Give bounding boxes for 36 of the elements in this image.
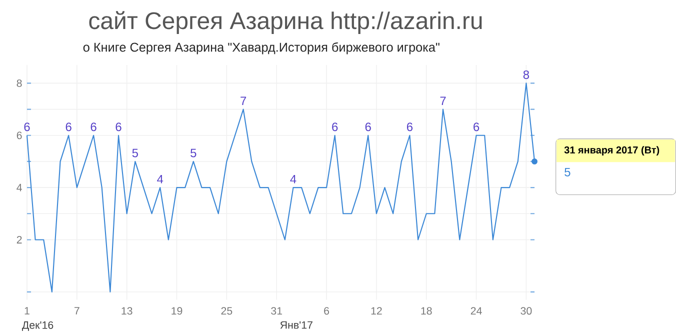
y-tick-label: 2 [16, 236, 22, 244]
x-tick-label: 31 [271, 307, 282, 315]
x-tick-label: 25 [221, 307, 232, 315]
data-label: 7 [440, 96, 446, 106]
text: 31 января 2017 (Вт) [564, 146, 660, 156]
y-tick-label: 6 [16, 132, 22, 140]
data-label: 6 [116, 122, 122, 132]
chart-title: сайт Сергея Азарина http://azarin.ru [89, 11, 482, 34]
x-tick-label: 24 [470, 307, 482, 315]
data-label: 7 [240, 96, 246, 106]
data-label: 6 [24, 122, 30, 132]
data-label: 6 [90, 122, 96, 132]
x-tick-label: 1 [24, 307, 30, 315]
text: Дек'16 [22, 321, 54, 332]
x-tick-label: 13 [122, 307, 132, 315]
chart-subtitle: о Книге Сергея Азарина "Хавард.История биржевого игрока" [83, 42, 440, 54]
data-label: 4 [290, 175, 296, 184]
x-tick-label: 30 [520, 307, 532, 315]
data-label: 6 [332, 122, 338, 132]
data-label: 6 [66, 122, 72, 132]
x-tick-label: 18 [421, 307, 432, 315]
y-tick-label: 4 [16, 184, 22, 192]
y-tick-label: 8 [16, 80, 22, 88]
data-label: 5 [132, 148, 138, 158]
x-tick-label: 6 [324, 307, 330, 315]
text: 5 [564, 168, 570, 176]
data-label: 5 [190, 148, 196, 158]
x-tick-label: 12 [371, 307, 382, 315]
data-label: 4 [157, 175, 164, 184]
data-label: 6 [474, 122, 480, 132]
x-tick-label: 19 [172, 307, 182, 315]
x-tick-label: 7 [74, 307, 80, 315]
data-label: 8 [523, 70, 530, 80]
data-label: 6 [406, 122, 413, 132]
data-label: 6 [365, 122, 371, 132]
text: Янв'17 [280, 321, 312, 329]
